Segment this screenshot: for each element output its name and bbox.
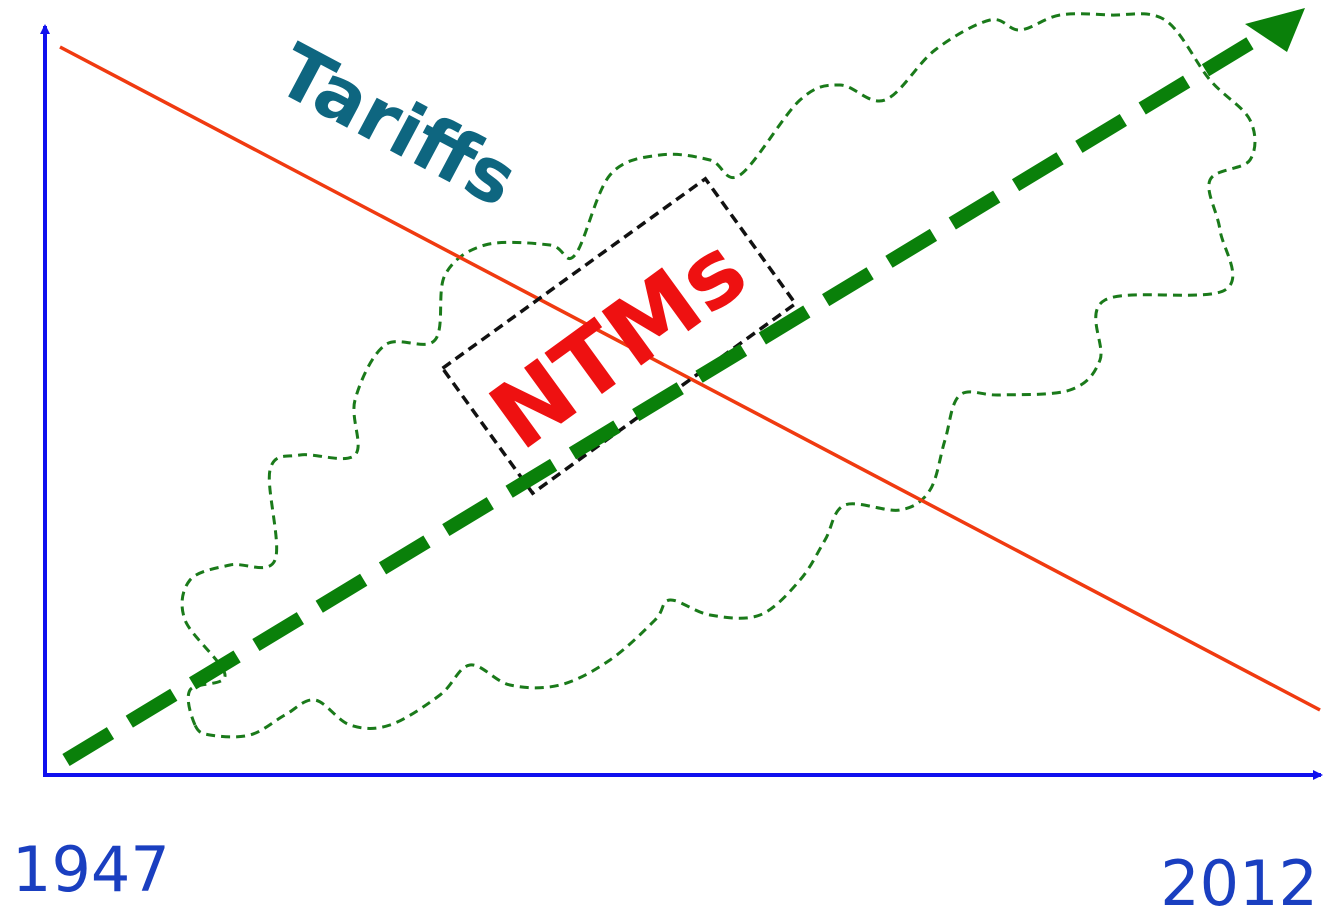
start-year: 1947 xyxy=(12,833,170,906)
cloud-outline xyxy=(180,12,1257,739)
end-year: 2012 xyxy=(1160,847,1318,910)
ntm-arrow xyxy=(62,30,1266,766)
tariff-line xyxy=(59,45,1321,712)
ntm-arrowhead xyxy=(1245,8,1305,52)
tariffs-label: Tariffs xyxy=(264,28,531,224)
